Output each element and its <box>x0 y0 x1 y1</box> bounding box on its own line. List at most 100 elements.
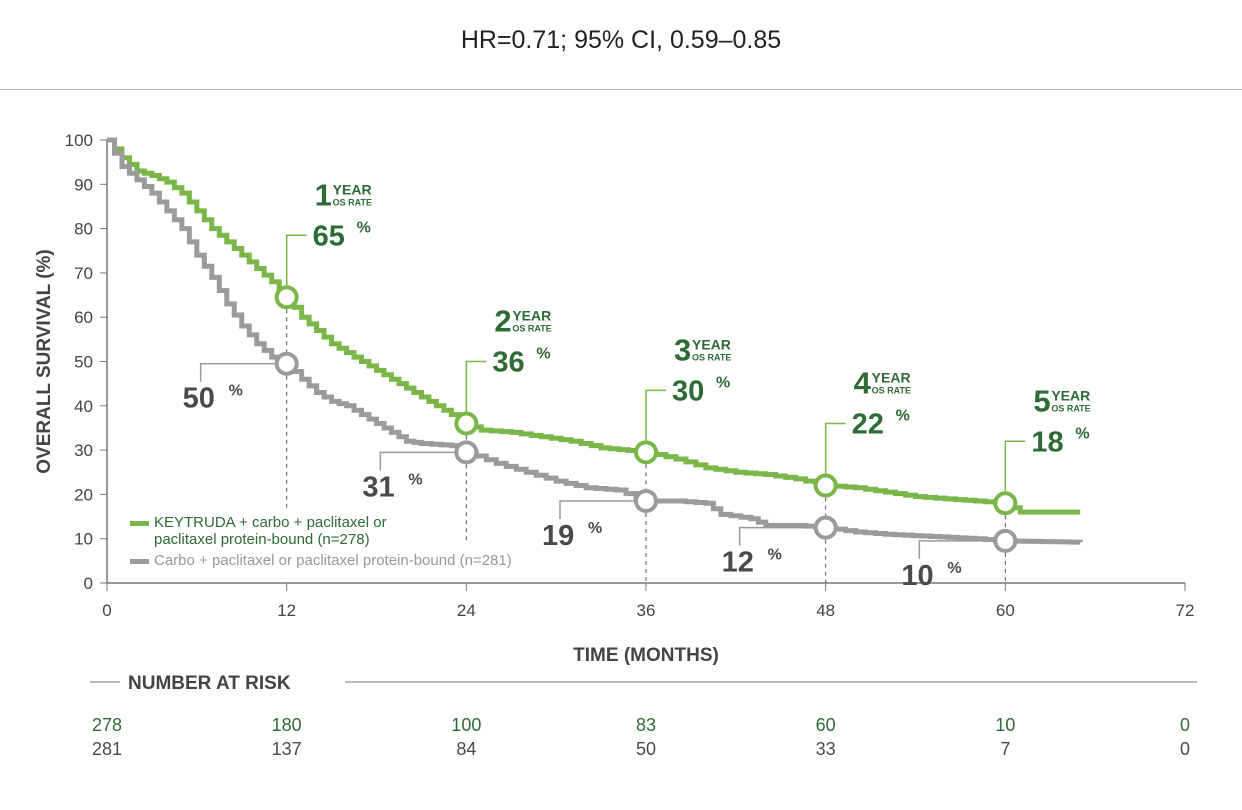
divider <box>0 89 1242 90</box>
risk-value: 60 <box>815 715 836 735</box>
risk-value: 180 <box>271 715 302 735</box>
control-rate: 10 <box>901 560 933 592</box>
legend-swatch <box>130 559 149 564</box>
callout-leader <box>738 526 814 546</box>
milestone-marker <box>993 528 1018 553</box>
milestone-rate: 18 <box>1031 426 1063 458</box>
x-tick-label: 48 <box>816 601 835 620</box>
milestone-rate: 22 <box>852 409 884 441</box>
milestone-os-rate: OS RATE <box>333 197 372 207</box>
milestone-year: 5 <box>1033 383 1050 418</box>
milestone-year-word: YEAR <box>1051 387 1090 403</box>
milestone-marker <box>634 489 658 514</box>
risk-value: 137 <box>271 739 302 759</box>
percent-sign: % <box>408 471 422 488</box>
control-rate: 19 <box>542 520 574 552</box>
y-axis-label: OVERALL SURVIVAL (%) <box>34 249 55 474</box>
x-tick-label: 24 <box>457 601 476 620</box>
control-rate: 31 <box>362 471 394 503</box>
risk-value: 10 <box>995 715 1016 735</box>
survival-curve-control <box>107 137 1083 545</box>
risk-value: 278 <box>91 715 123 735</box>
milestone-year-word: YEAR <box>692 336 731 352</box>
callout-leader <box>918 540 994 559</box>
legend-label: KEYTRUDA + carbo + paclitaxel or <box>154 514 387 531</box>
risk-label: NUMBER AT RISK <box>128 673 291 694</box>
y-tick-label: 70 <box>74 264 93 283</box>
milestone-year: 2 <box>494 304 511 339</box>
milestone-marker <box>274 351 299 376</box>
risk-value: 50 <box>635 739 657 759</box>
y-tick-label: 80 <box>74 220 93 239</box>
callout-leader <box>285 234 307 286</box>
risk-value: 100 <box>451 715 482 735</box>
percent-sign: % <box>229 383 243 400</box>
callout-leader <box>379 451 455 471</box>
milestone-rate: 65 <box>313 220 345 252</box>
percent-sign: % <box>357 219 371 236</box>
milestone-os-rate: OS RATE <box>1051 403 1090 413</box>
y-tick-label: 20 <box>74 485 93 504</box>
milestone-marker <box>813 515 838 540</box>
milestone-year: 1 <box>315 177 332 212</box>
callout-leader <box>465 360 487 412</box>
milestone-marker <box>634 440 658 465</box>
risk-value: 84 <box>456 739 477 759</box>
milestone-year: 4 <box>854 366 872 401</box>
y-tick-label: 10 <box>74 530 93 549</box>
y-tick-label: 30 <box>74 441 93 460</box>
callout-leader <box>1004 440 1026 492</box>
percent-sign: % <box>536 346 550 363</box>
risk-value: 7 <box>1000 739 1011 759</box>
legend-swatch <box>130 521 149 526</box>
milestone-marker <box>454 440 479 465</box>
risk-value: 0 <box>1179 739 1191 759</box>
milestone-marker <box>274 285 299 310</box>
y-tick-label: 50 <box>74 353 93 372</box>
callout-leader <box>199 362 275 382</box>
milestone-year-word: YEAR <box>512 308 551 324</box>
milestone-marker <box>454 411 479 436</box>
milestone-os-rate: OS RATE <box>872 386 911 396</box>
x-tick-label: 36 <box>637 601 656 620</box>
y-tick-label: 90 <box>74 175 93 194</box>
risk-value: 83 <box>635 715 657 735</box>
y-tick-label: 40 <box>74 397 93 416</box>
milestone-rate: 30 <box>672 375 704 407</box>
control-rate: 12 <box>722 547 754 579</box>
percent-sign: % <box>716 374 730 391</box>
survival-curve-keytruda <box>107 137 1081 515</box>
x-tick-label: 0 <box>102 601 111 620</box>
callout-leader <box>645 389 666 441</box>
callout-leader <box>559 500 634 520</box>
risk-value: 33 <box>815 739 836 759</box>
percent-sign: % <box>896 408 910 425</box>
percent-sign: % <box>768 547 782 564</box>
callout-leader <box>824 422 846 474</box>
milestone-year-word: YEAR <box>872 370 911 386</box>
milestone-marker <box>993 491 1018 516</box>
milestone-os-rate: OS RATE <box>512 324 551 334</box>
x-tick-label: 12 <box>277 601 296 620</box>
legend-label: Carbo + paclitaxel or paclitaxel protein… <box>154 552 512 569</box>
risk-value: 281 <box>91 739 123 759</box>
milestone-os-rate: OS RATE <box>692 352 731 362</box>
milestone-year-word: YEAR <box>333 181 372 197</box>
percent-sign: % <box>588 520 602 537</box>
control-rate: 50 <box>183 383 215 415</box>
y-tick-label: 0 <box>84 574 93 593</box>
percent-sign: % <box>947 560 961 577</box>
percent-sign: % <box>1075 425 1089 442</box>
milestone-rate: 36 <box>492 347 524 379</box>
x-axis-label: TIME (MONTHS) <box>573 645 719 666</box>
y-tick-label: 100 <box>65 131 93 150</box>
milestone-marker <box>813 473 838 498</box>
risk-value: 0 <box>1179 715 1191 735</box>
legend-label: paclitaxel protein-bound (n=278) <box>154 531 370 548</box>
chart-title: HR=0.71; 95% CI, 0.59–0.85 <box>460 26 782 54</box>
x-tick-label: 72 <box>1176 601 1195 620</box>
milestone-year: 3 <box>674 332 691 367</box>
x-tick-label: 60 <box>996 601 1015 620</box>
y-tick-label: 60 <box>74 308 93 327</box>
